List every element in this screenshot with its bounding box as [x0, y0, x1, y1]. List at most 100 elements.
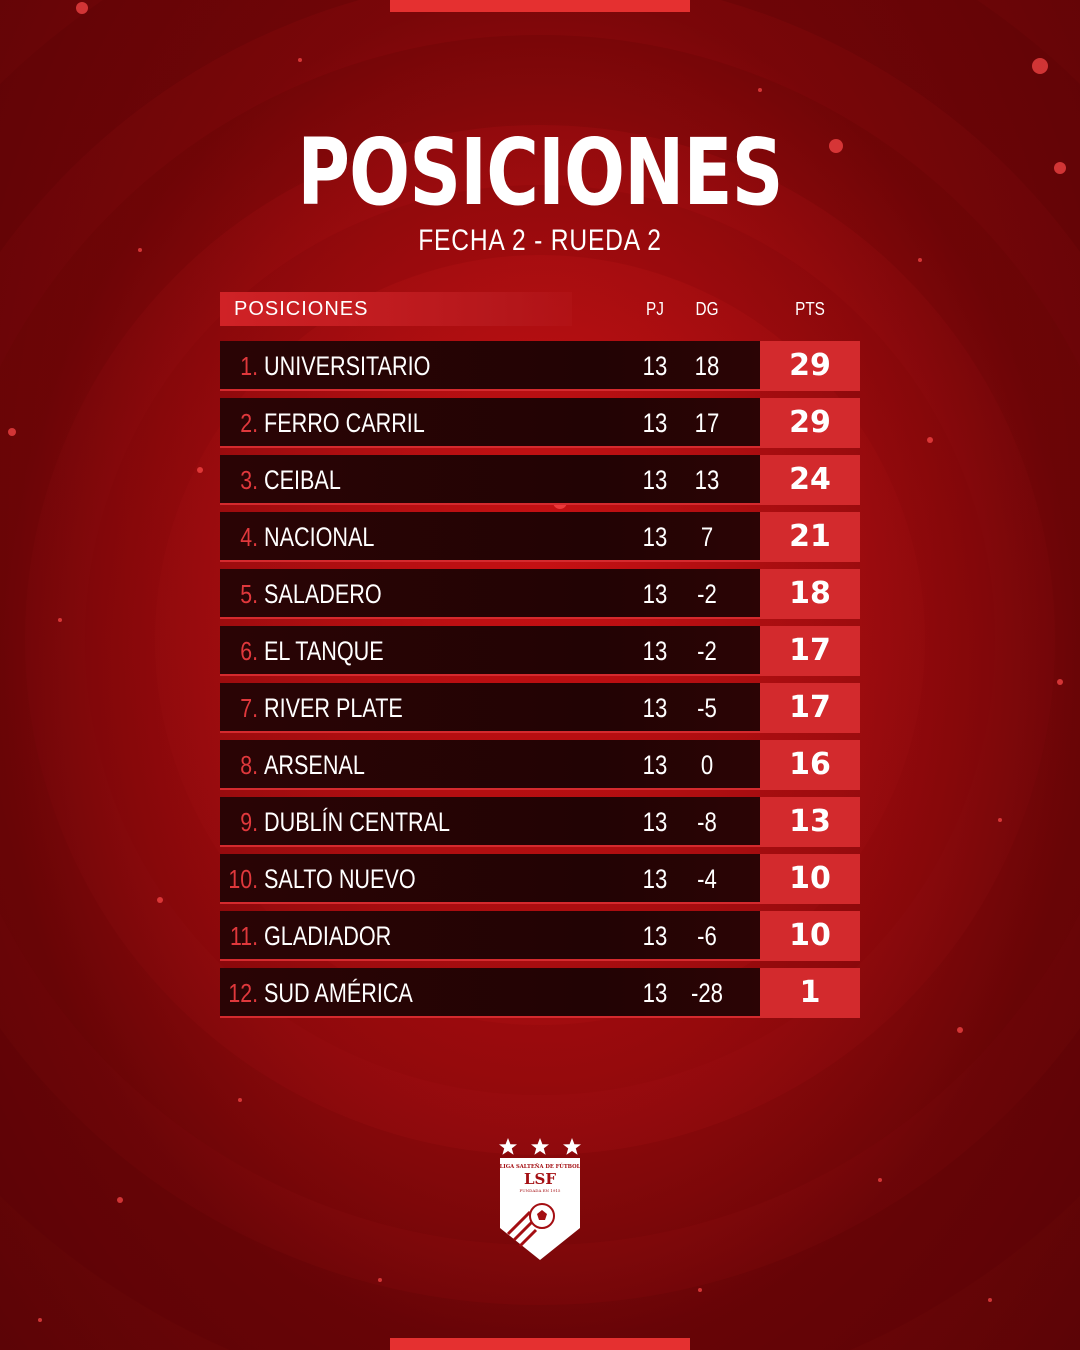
row-position: 10. [228, 864, 258, 894]
table-row: 12. SUD AMÉRICA 13 -28 1 [220, 968, 860, 1018]
row-pj: 13 [642, 807, 668, 837]
row-position: 12. [228, 978, 258, 1008]
row-dg: 13 [694, 465, 720, 495]
row-pts: 29 [760, 341, 860, 391]
row-pts: 21 [760, 512, 860, 562]
table-row: 9. DUBLÍN CENTRAL 13 -8 13 [220, 797, 860, 847]
row-pj: 13 [642, 408, 668, 438]
row-background [220, 968, 760, 1018]
row-dg: 0 [700, 750, 714, 780]
row-dg: -8 [697, 807, 717, 837]
row-pts: 10 [760, 911, 860, 961]
row-pts: 16 [760, 740, 860, 790]
logo-abbr: LSF [524, 1170, 556, 1188]
row-team: ARSENAL [264, 750, 365, 780]
row-pj: 13 [642, 351, 668, 381]
row-pts: 1 [760, 968, 860, 1018]
soccer-ball-icon [506, 1203, 555, 1248]
row-position: 1. [240, 351, 258, 381]
row-team: DUBLÍN CENTRAL [264, 807, 451, 837]
table-row: 3. CEIBAL 13 13 24 [220, 455, 860, 505]
row-background [220, 911, 760, 961]
row-pj: 13 [642, 465, 668, 495]
row-background [220, 569, 760, 619]
row-team: NACIONAL [264, 522, 375, 552]
row-team: SUD AMÉRICA [264, 978, 413, 1008]
row-position: 4. [240, 522, 258, 552]
row-position: 6. [240, 636, 258, 666]
column-header-dg: DG [695, 299, 719, 319]
row-pts: 24 [760, 455, 860, 505]
table-row: 10. SALTO NUEVO 13 -4 10 [220, 854, 860, 904]
row-background [220, 626, 760, 676]
star-icons [499, 1138, 581, 1155]
row-dg: 18 [694, 351, 720, 381]
row-pts: 18 [760, 569, 860, 619]
row-background [220, 854, 760, 904]
row-dg: 17 [694, 408, 720, 438]
row-pj: 13 [642, 636, 668, 666]
column-header-pj: PJ [646, 299, 664, 319]
row-position: 5. [240, 579, 258, 609]
row-position: 9. [240, 807, 258, 837]
table-row: 6. EL TANQUE 13 -2 17 [220, 626, 860, 676]
row-background [220, 740, 760, 790]
table-row: 11. GLADIADOR 13 -6 10 [220, 911, 860, 961]
top-accent-bar [390, 0, 690, 12]
row-team: SALTO NUEVO [264, 864, 416, 894]
row-position: 11. [229, 921, 258, 951]
row-position: 8. [240, 750, 258, 780]
bottom-accent-bar [390, 1338, 690, 1350]
row-pj: 13 [642, 579, 668, 609]
table-row: 8. ARSENAL 13 0 16 [220, 740, 860, 790]
row-background [220, 341, 760, 391]
row-background [220, 455, 760, 505]
logo-name: LIGA SALTEÑA DE FÚTBOL [500, 1162, 581, 1170]
page-subtitle: FECHA 2 - RUEDA 2 [418, 224, 662, 257]
row-pts: 17 [760, 626, 860, 676]
row-pts: 10 [760, 854, 860, 904]
table-row: 4. NACIONAL 13 7 21 [220, 512, 860, 562]
row-team: SALADERO [264, 579, 382, 609]
column-header-positions: POSICIONES [220, 292, 572, 326]
row-position: 2. [240, 408, 258, 438]
table-header: POSICIONES PJ DG PTS [220, 292, 860, 326]
row-position: 7. [240, 693, 258, 723]
row-dg: -28 [690, 978, 724, 1008]
lsf-shield-logo-icon: LIGA SALTEÑA DE FÚTBOL LSF FUNDADA EN 19… [499, 1138, 581, 1260]
row-team: FERRO CARRIL [264, 408, 425, 438]
row-background [220, 683, 760, 733]
row-pj: 13 [642, 978, 668, 1008]
row-team: GLADIADOR [264, 921, 392, 951]
standings-table: 1. UNIVERSITARIO 13 18 29 2. FERRO CARRI… [220, 341, 860, 1025]
row-dg: -2 [697, 579, 717, 609]
table-row: 7. RIVER PLATE 13 -5 17 [220, 683, 860, 733]
row-dg: -6 [697, 921, 717, 951]
row-team: RIVER PLATE [264, 693, 403, 723]
page-title: POSICIONES [297, 119, 783, 226]
row-background [220, 512, 760, 562]
row-pj: 13 [642, 864, 668, 894]
row-background [220, 797, 760, 847]
column-header-pts: PTS [795, 299, 825, 319]
row-pj: 13 [642, 693, 668, 723]
row-dg: 7 [700, 522, 714, 552]
row-pts: 17 [760, 683, 860, 733]
row-team: CEIBAL [264, 465, 341, 495]
logo-founded: FUNDADA EN 1915 [520, 1188, 561, 1193]
row-dg: -5 [697, 693, 717, 723]
row-dg: -4 [697, 864, 717, 894]
row-dg: -2 [697, 636, 717, 666]
row-pts: 13 [760, 797, 860, 847]
row-pts: 29 [760, 398, 860, 448]
row-team: EL TANQUE [264, 636, 384, 666]
row-pj: 13 [642, 750, 668, 780]
row-team: UNIVERSITARIO [264, 351, 431, 381]
row-position: 3. [240, 465, 258, 495]
table-row: 2. FERRO CARRIL 13 17 29 [220, 398, 860, 448]
table-row: 5. SALADERO 13 -2 18 [220, 569, 860, 619]
row-pj: 13 [642, 921, 668, 951]
row-background [220, 398, 760, 448]
row-pj: 13 [642, 522, 668, 552]
table-row: 1. UNIVERSITARIO 13 18 29 [220, 341, 860, 391]
